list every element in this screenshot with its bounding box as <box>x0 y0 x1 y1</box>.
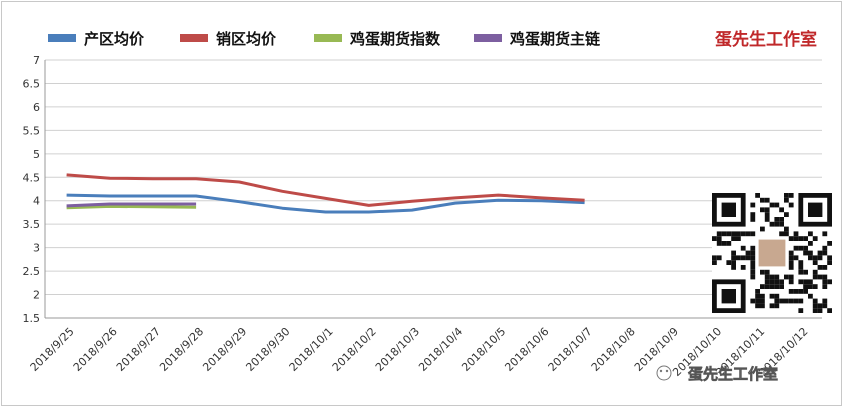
y-tick-label: 7 <box>33 54 40 67</box>
legend-label: 产区均价 <box>84 30 145 48</box>
x-tick-label: 2018/10/2 <box>330 325 379 374</box>
x-tick-label: 2018/9/29 <box>200 325 249 374</box>
x-tick-label: 2018/9/30 <box>243 325 292 374</box>
legend: 产区均价 销区均价 鸡蛋期货指数 鸡蛋期货主链 <box>48 30 601 48</box>
x-tick-label: 2018/10/6 <box>502 325 551 374</box>
legend-swatch <box>180 34 208 42</box>
series-line-0 <box>66 193 585 214</box>
y-tick-label: 2 <box>33 289 40 302</box>
x-tick-label: 2018/9/26 <box>71 325 120 374</box>
y-axis: 1.5 2 2.5 3 3.5 4 4.5 5 5.5 6 6.5 7 <box>23 54 41 325</box>
brand-label: 蛋先生工作室 <box>715 29 817 50</box>
grid <box>44 59 822 319</box>
y-tick-label: 5.5 <box>23 124 41 137</box>
x-tick-label: 2018/10/1 <box>287 325 336 374</box>
legend-label: 销区均价 <box>216 30 277 48</box>
series-line-3 <box>66 202 197 208</box>
y-tick-label: 1.5 <box>23 312 41 325</box>
x-tick-label: 2018/10/5 <box>459 325 508 374</box>
x-tick-label: 2018/10/4 <box>416 325 465 374</box>
y-tick-label: 2.5 <box>23 265 41 278</box>
y-tick-label: 3 <box>33 242 40 255</box>
x-tick-label: 2018/9/27 <box>114 325 163 374</box>
series-line-2 <box>66 204 197 210</box>
qr-avatar <box>756 237 788 269</box>
y-tick-label: 4.5 <box>23 171 41 184</box>
legend-label: 鸡蛋期货主链 <box>509 30 601 48</box>
qr-code <box>712 193 832 313</box>
watermark-text: 蛋先生工作室 <box>688 365 778 383</box>
y-tick-label: 6.5 <box>23 77 41 90</box>
x-tick-label: 2018/9/25 <box>28 325 77 374</box>
y-tick-label: 3.5 <box>23 218 41 231</box>
legend-swatch <box>474 34 502 42</box>
y-tick-label: 5 <box>33 148 40 161</box>
x-tick-label: 2018/10/3 <box>373 325 422 374</box>
legend-swatch <box>314 34 342 42</box>
series-line-1 <box>66 173 585 207</box>
wechat-icon <box>656 365 672 381</box>
legend-label: 鸡蛋期货指数 <box>349 30 441 48</box>
y-tick-label: 4 <box>33 195 40 208</box>
x-tick-label: 2018/9/28 <box>157 325 206 374</box>
x-tick-label: 2018/10/7 <box>546 325 595 374</box>
watermark-group: 蛋先生工作室 <box>656 365 778 383</box>
x-tick-label: 2018/10/8 <box>589 325 638 374</box>
y-tick-label: 6 <box>33 101 40 114</box>
legend-swatch <box>48 34 76 42</box>
series-lines <box>66 173 585 214</box>
